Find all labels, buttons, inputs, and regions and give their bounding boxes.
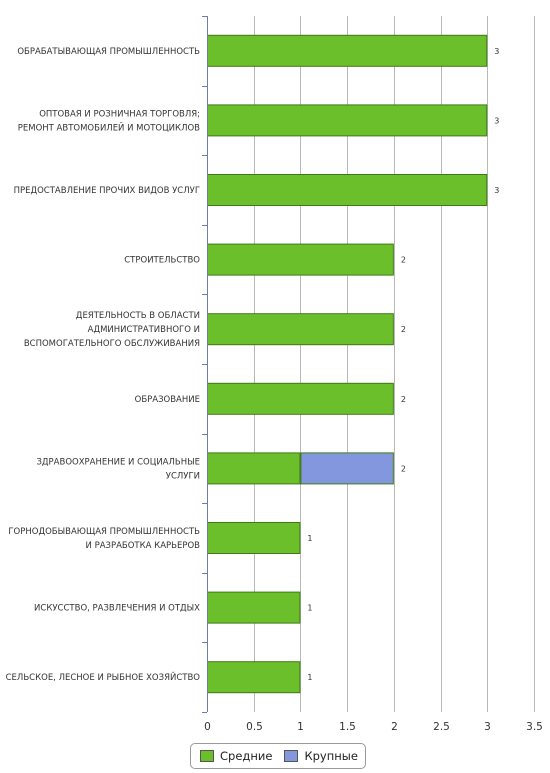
x-tick-label-5: 2.5 bbox=[433, 721, 450, 733]
bar-1-5 bbox=[207, 313, 394, 346]
x-tick-label-3: 1.5 bbox=[339, 721, 356, 733]
category-label-3: ПРЕДОСТАВЛЕНИЕ ПРОЧИХ ВИДОВ УСЛУГ bbox=[14, 186, 200, 196]
bar-1-9 bbox=[207, 591, 301, 624]
legend-item-series-1[interactable]: Средние bbox=[200, 749, 272, 763]
category-label-10: СЕЛЬСКОЕ, ЛЕСНОЕ И РЫБНОЕ ХОЗЯЙСТВО bbox=[6, 671, 201, 683]
data-label-6: 2 bbox=[401, 395, 406, 404]
data-label-4: 2 bbox=[401, 256, 406, 265]
labels: 0 0.5 1 1.5 2 2.5 3 3.5 3 ОБРАБАТЫВАЮЩАЯ ПРОМЫШЛЕ… bbox=[6, 47, 543, 733]
category-label-9: ИСКУССТВО, РАЗВЛЕЧЕНИЯ И ОТДЫХ bbox=[34, 604, 200, 614]
legend: Средние Крупные bbox=[190, 743, 366, 769]
bars bbox=[207, 34, 488, 694]
data-label-5: 2 bbox=[401, 325, 406, 334]
data-label-7: 2 bbox=[401, 464, 406, 473]
bar-1-10 bbox=[207, 661, 301, 694]
bar-1-8 bbox=[207, 522, 301, 554]
bar-1-1 bbox=[207, 34, 488, 67]
bar-1-6 bbox=[207, 382, 394, 415]
bar-1-4 bbox=[207, 243, 394, 276]
bar-1-3 bbox=[207, 174, 488, 206]
legend-label-series-2: Крупные bbox=[304, 749, 358, 763]
category-label-1: ОБРАБАТЫВАЮЩАЯ ПРОМЫШЛЕННОСТЬ bbox=[17, 47, 200, 57]
legend-item-series-2[interactable]: Крупные bbox=[284, 749, 358, 763]
data-label-9: 1 bbox=[307, 604, 312, 613]
bar-2-7 bbox=[300, 452, 394, 485]
data-label-2: 3 bbox=[494, 116, 499, 125]
legend-swatch-series-1 bbox=[200, 750, 214, 762]
x-tick-label-6: 3 bbox=[484, 721, 491, 733]
category-label-8: ГОРНОДОБЫВАЮЩАЯ ПРОМЫШЛЕННОСТЬ И РАЗРАБОТ… bbox=[8, 527, 200, 551]
x-tick-label-0: 0 bbox=[204, 721, 211, 733]
bar-1-7 bbox=[207, 452, 301, 485]
category-label-6: ОБРАЗОВАНИЕ bbox=[135, 395, 200, 405]
category-label-4: СТРОИТЕЛЬСТВО bbox=[124, 256, 200, 266]
x-tick-label-4: 2 bbox=[391, 721, 398, 733]
axes bbox=[202, 16, 208, 713]
category-label-5: ДЕЯТЕЛЬНОСТЬ В ОБЛАСТИ АДМИНИСТРАТИВНОГО … bbox=[24, 311, 200, 349]
data-label-8: 1 bbox=[307, 534, 312, 543]
category-label-7: ЗДРАВООХРАНЕНИЕ И СОЦИАЛЬНЫЕ УСЛУГИ bbox=[36, 457, 200, 481]
bar-1-2 bbox=[207, 104, 488, 137]
x-tick-label-2: 1 bbox=[297, 721, 304, 733]
data-label-1: 3 bbox=[494, 47, 499, 56]
x-tick-label-7: 3.5 bbox=[526, 721, 543, 733]
data-label-10: 1 bbox=[307, 673, 312, 682]
data-label-3: 3 bbox=[494, 186, 499, 195]
legend-swatch-series-2 bbox=[284, 750, 299, 762]
legend-label-series-1: Средние bbox=[220, 749, 273, 763]
x-tick-label-1: 0.5 bbox=[246, 721, 263, 733]
category-label-2: ОПТОВАЯ И РОЗНИЧНАЯ ТОРГОВЛЯ; РЕМОНТ АВТО… bbox=[18, 109, 200, 133]
